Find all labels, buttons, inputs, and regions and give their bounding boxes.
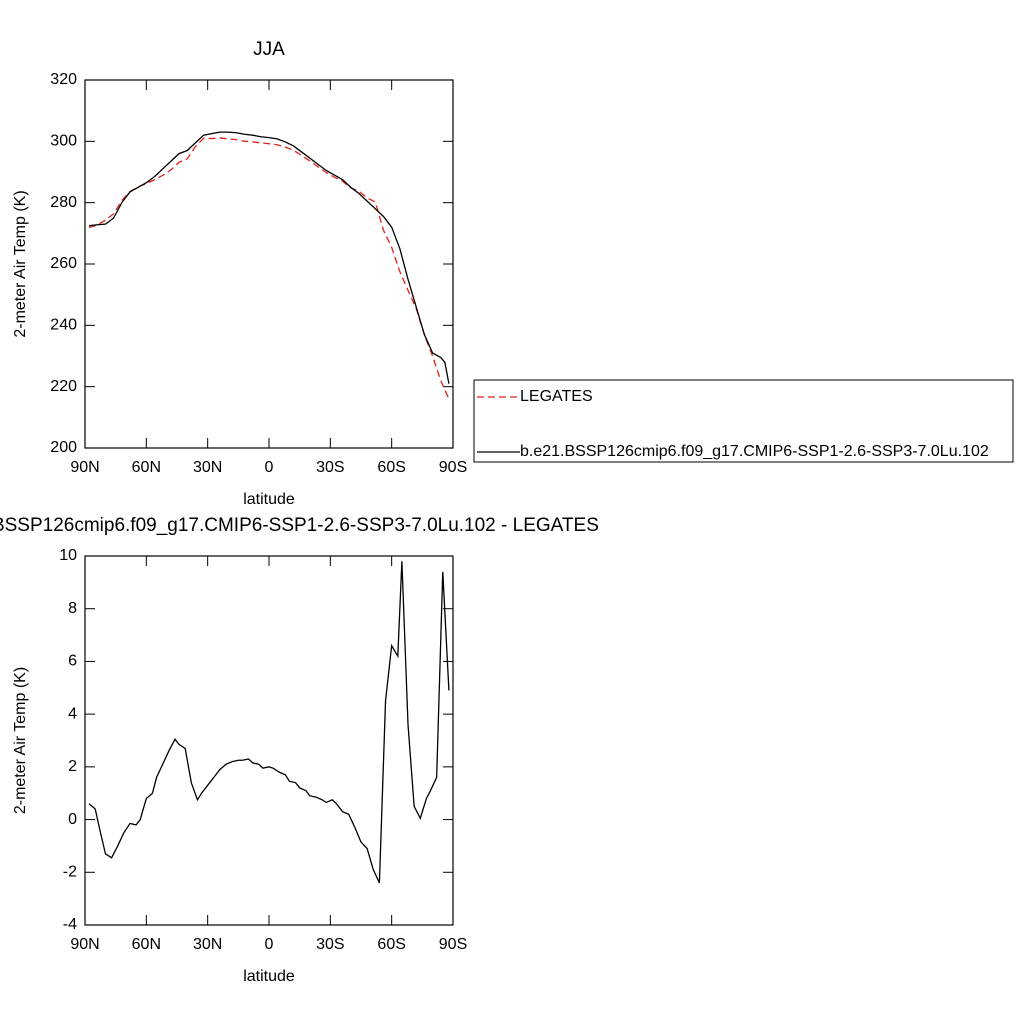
- x-tick-label: 60S: [377, 459, 405, 476]
- y-tick-label: 240: [50, 317, 77, 334]
- chart-title: b.e21.BSSP126cmip6.f09_g17.CMIP6-SSP1-2.…: [0, 515, 599, 536]
- y-tick-label: -2: [63, 864, 77, 881]
- x-tick-label: 60N: [132, 459, 161, 476]
- y-tick-label: 200: [50, 439, 77, 456]
- x-tick-label: 30N: [193, 936, 222, 953]
- y-axis-label: 2-meter Air Temp (K): [12, 190, 29, 337]
- y-tick-label: 8: [68, 600, 77, 617]
- x-tick-label: 30S: [316, 459, 344, 476]
- y-tick-label: 300: [50, 133, 77, 150]
- y-tick-label: -4: [63, 916, 77, 933]
- x-tick-label: 90N: [70, 936, 99, 953]
- y-tick-label: 280: [50, 194, 77, 211]
- y-tick-label: 4: [68, 705, 77, 722]
- plot-frame: [84, 555, 454, 926]
- data-line: [89, 131, 450, 384]
- y-tick-label: 2: [68, 758, 77, 775]
- x-tick-label: 90S: [439, 936, 467, 953]
- plot-frame: [84, 79, 454, 449]
- y-tick-label: 0: [68, 811, 77, 828]
- y-tick-label: 220: [50, 378, 77, 395]
- legend-label: LEGATES: [520, 388, 593, 405]
- y-tick-label: 260: [50, 255, 77, 272]
- x-tick-label: 60N: [132, 936, 161, 953]
- y-axis-label: 2-meter Air Temp (K): [12, 667, 29, 814]
- legend-box: [473, 379, 1014, 463]
- x-tick-label: 30S: [316, 936, 344, 953]
- data-line: [88, 561, 450, 884]
- x-axis-label: latitude: [243, 491, 295, 508]
- x-tick-label: 90S: [439, 459, 467, 476]
- data-line: [88, 137, 450, 400]
- y-tick-label: 10: [59, 547, 77, 564]
- x-axis-label: latitude: [243, 968, 295, 985]
- x-tick-label: 0: [265, 936, 274, 953]
- x-tick-label: 30N: [193, 459, 222, 476]
- chart-title: JJA: [253, 39, 285, 60]
- y-tick-label: 320: [50, 71, 77, 88]
- x-tick-label: 0: [265, 459, 274, 476]
- x-tick-label: 90N: [70, 459, 99, 476]
- x-tick-label: 60S: [377, 936, 405, 953]
- legend-label: b.e21.BSSP126cmip6.f09_g17.CMIP6-SSP1-2.…: [520, 443, 989, 460]
- y-tick-label: 6: [68, 653, 77, 670]
